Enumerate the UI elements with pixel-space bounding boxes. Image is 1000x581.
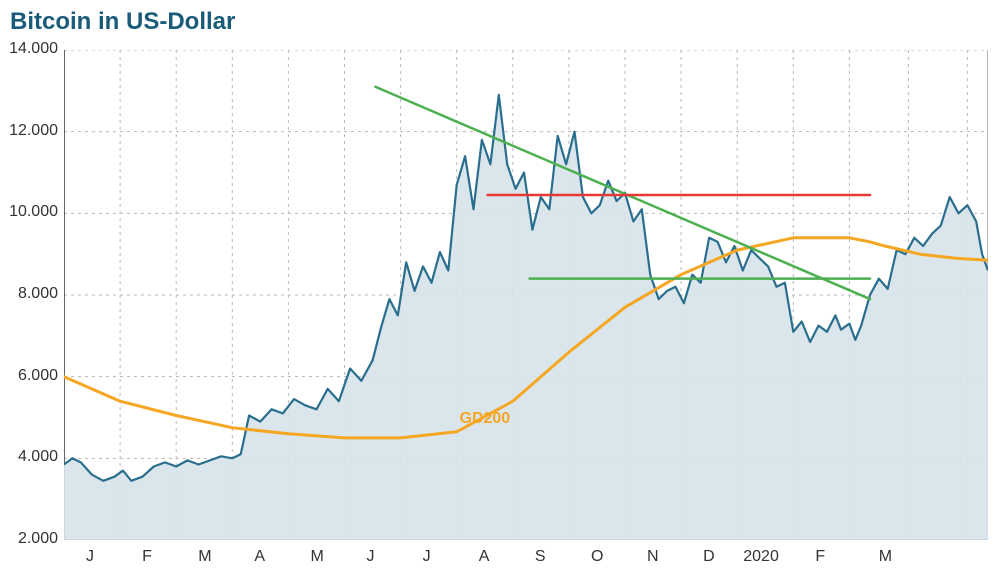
x-axis-label: M <box>310 548 323 566</box>
x-axis-label: M <box>198 548 211 566</box>
x-axis-label: 2020 <box>743 548 779 566</box>
chart-title: Bitcoin in US-Dollar <box>10 8 235 36</box>
y-axis-label: 8.000 <box>4 285 58 303</box>
y-axis-label: 2.000 <box>4 530 58 548</box>
y-axis-label: 6.000 <box>4 367 58 385</box>
chart-svg <box>64 50 988 540</box>
x-axis-label: A <box>254 548 265 566</box>
x-axis-label: D <box>703 548 715 566</box>
x-axis-label: J <box>86 548 94 566</box>
y-axis-label: 10.000 <box>4 203 58 221</box>
x-axis-label: A <box>479 548 490 566</box>
x-axis-label: O <box>591 548 603 566</box>
x-axis-label: J <box>423 548 431 566</box>
chart-area <box>64 50 988 540</box>
x-axis-label: F <box>815 548 825 566</box>
y-axis-label: 14.000 <box>4 40 58 58</box>
x-axis-label: J <box>367 548 375 566</box>
x-axis-label: S <box>535 548 546 566</box>
x-axis-label: N <box>647 548 659 566</box>
y-axis-label: 4.000 <box>4 448 58 466</box>
x-axis-label: M <box>879 548 892 566</box>
gd200-label: GD200 <box>460 410 511 428</box>
x-axis-label: F <box>142 548 152 566</box>
y-axis-label: 12.000 <box>4 122 58 140</box>
